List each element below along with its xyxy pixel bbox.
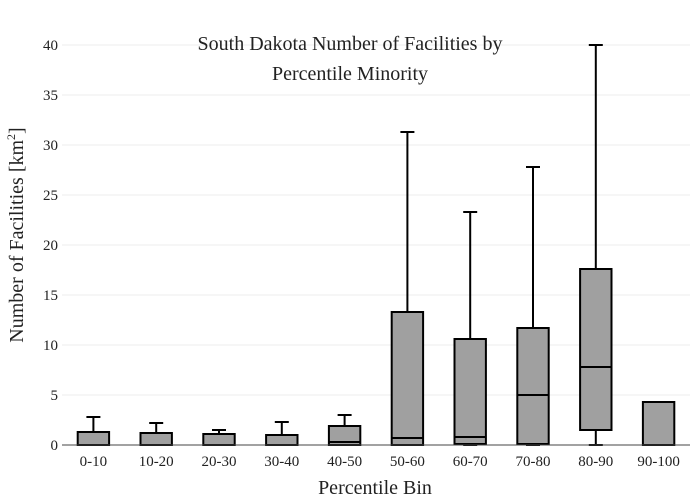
x-tick-labels: 0-10 10-20 20-30 30-40 40-50 50-60 60-70 70-80 8… (80, 454, 680, 470)
y-axis-label-main: Number of Facilities [km (6, 140, 28, 343)
box-40-50 (327, 414, 362, 446)
box-iqr-90-100 (641, 401, 676, 446)
chart-title-line-1: South Dakota Number of Facilities by (198, 33, 503, 55)
x-tick-label-80-90: 80-90 (578, 454, 613, 470)
y-tick-label-15: 15 (43, 288, 58, 304)
box-60-70 (453, 211, 487, 446)
boxes-layer (76, 44, 676, 446)
box-iqr-10-20 (139, 432, 173, 446)
x-tick-label-60-70: 60-70 (453, 454, 488, 470)
x-tick-label-20-30: 20-30 (202, 454, 237, 470)
box-0-10 (76, 416, 111, 446)
box-iqr-80-90 (579, 268, 613, 431)
x-tick-label-30-40: 30-40 (264, 454, 299, 470)
x-tick-label-10-20: 10-20 (139, 454, 174, 470)
box-iqr-70-80 (516, 327, 550, 445)
x-tick-label-90-100: 90-100 (637, 454, 680, 470)
y-tick-label-35: 35 (43, 88, 58, 104)
box-80-90 (579, 44, 613, 446)
x-tick-label-0-10: 0-10 (80, 454, 108, 470)
y-tick-label-30: 30 (43, 138, 58, 154)
y-tick-labels: 0 5 10 15 20 25 30 35 40 (43, 38, 58, 454)
box-20-30 (202, 429, 236, 446)
y-axis-label: Number of Facilities [km2] (4, 127, 28, 342)
y-tick-label-10: 10 (43, 338, 58, 354)
y-tick-label-5: 5 (51, 388, 59, 404)
y-tick-label-25: 25 (43, 188, 58, 204)
box-10-20 (139, 422, 173, 446)
box-70-80 (516, 166, 550, 446)
x-axis-label: Percentile Bin (318, 477, 432, 499)
box-iqr-20-30 (202, 433, 236, 446)
box-iqr-50-60 (390, 311, 425, 446)
box-iqr-0-10 (76, 431, 111, 446)
y-tick-label-20: 20 (43, 238, 58, 254)
box-90-100 (641, 401, 676, 446)
y-tick-label-0: 0 (51, 438, 59, 454)
box-30-40 (265, 421, 299, 446)
y-tick-label-40: 40 (43, 38, 58, 54)
chart-title-line-2: Percentile Minority (272, 63, 428, 85)
x-tick-label-40-50: 40-50 (327, 454, 362, 470)
x-tick-label-70-80: 70-80 (516, 454, 551, 470)
box-iqr-60-70 (453, 338, 487, 445)
y-axis-label-close: ] (6, 127, 28, 134)
box-iqr-30-40 (265, 434, 299, 446)
x-tick-label-50-60: 50-60 (390, 454, 425, 470)
y-axis-label-superscript: 2 (4, 134, 18, 140)
box-50-60 (390, 131, 425, 446)
grid-lines (62, 44, 690, 396)
